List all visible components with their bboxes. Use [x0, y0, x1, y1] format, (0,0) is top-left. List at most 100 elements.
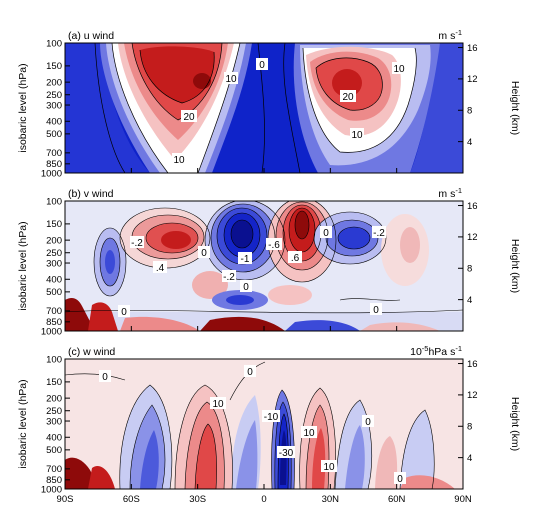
- y-axis-label-right: Height (km): [509, 239, 521, 293]
- contour-label: 0: [365, 417, 371, 428]
- y-tick-label: 850: [46, 317, 62, 328]
- contour-label: -.2: [373, 228, 385, 239]
- y-ticks-right: 16 12 8 4: [458, 359, 478, 464]
- panel-title: (a) u wind: [68, 30, 114, 42]
- contour-label: .4: [156, 263, 165, 274]
- y-axis-label: isobaric level (hPa): [17, 379, 29, 468]
- contour-label: -.6: [268, 240, 280, 251]
- y-tick-label: 700: [46, 148, 62, 159]
- panel-v-wind: -.2 .4 0 -1 -.6 .6 0 -.2 -.2 0 0 0 (b) v…: [17, 186, 521, 337]
- y-tick-label: 400: [46, 275, 62, 286]
- y-right-tick-label: 4: [467, 295, 472, 306]
- contour-label: 10: [212, 399, 224, 410]
- panel-title: (b) v wind: [68, 188, 114, 200]
- contour-label: -1: [241, 254, 250, 265]
- y-axis-label: isobaric level (hPa): [17, 221, 29, 310]
- y-right-tick-label: 16: [467, 359, 478, 370]
- contour-label: 10: [323, 462, 335, 473]
- panel-w-wind: 0 0 10 -10 -30 10 10 0 0 (c) w wind 10-5…: [17, 168, 521, 505]
- contour-label: 20: [183, 112, 195, 123]
- y-tick-label: 300: [46, 258, 62, 269]
- y-tick-label: 300: [46, 416, 62, 427]
- contour-label: 0: [243, 282, 249, 293]
- w-wind-contour-labels: 0 0 10 -10 -30 10 10 0 0: [99, 365, 406, 485]
- v-wind-field: [65, 201, 463, 331]
- panel-units: m s-1: [438, 186, 462, 200]
- x-ticks: 90S 60S 30S 0 30N 60N 90N: [57, 168, 472, 505]
- u-wind-contour-labels: 0 10 20 20 10 10 10: [172, 58, 406, 166]
- x-tick-label: 60N: [388, 494, 406, 505]
- y-tick-label: 200: [46, 77, 62, 88]
- y-tick-label: 200: [46, 235, 62, 246]
- y-tick-label: 500: [46, 129, 62, 140]
- y-tick-label: 200: [46, 393, 62, 404]
- y-tick-label: 250: [46, 90, 62, 101]
- contour-label: -.2: [131, 238, 143, 249]
- contour-label: 0: [201, 248, 207, 259]
- y-right-tick-label: 8: [467, 264, 472, 275]
- x-tick-label: 30S: [189, 494, 206, 505]
- contour-label: 10: [303, 428, 315, 439]
- contour-label: -30: [279, 448, 294, 459]
- y-tick-label: 1000: [41, 326, 62, 337]
- y-right-tick-label: 12: [467, 390, 478, 401]
- w-wind-field: [65, 359, 463, 489]
- y-tick-label: 500: [46, 287, 62, 298]
- contour-label: -10: [264, 412, 279, 423]
- x-tick-label: 60S: [123, 494, 140, 505]
- u-wind-field: [65, 43, 463, 173]
- y-right-tick-label: 12: [467, 74, 478, 85]
- y-tick-label: 100: [46, 38, 62, 49]
- y-right-tick-label: 12: [467, 232, 478, 243]
- y-right-tick-label: 16: [467, 201, 478, 212]
- contour-label: 10: [351, 130, 363, 141]
- contour-label: 10: [173, 155, 185, 166]
- y-tick-label: 850: [46, 159, 62, 170]
- contour-label: 10: [225, 74, 237, 85]
- y-right-tick-label: 8: [467, 106, 472, 117]
- y-tick-label: 150: [46, 377, 62, 388]
- y-tick-label: 250: [46, 248, 62, 259]
- contour-label: 0: [373, 305, 379, 316]
- x-tick-label: 0: [261, 494, 266, 505]
- y-tick-label: 100: [46, 196, 62, 207]
- y-right-tick-label: 4: [467, 137, 472, 148]
- y-tick-label: 700: [46, 306, 62, 317]
- y-tick-label: 1000: [41, 168, 62, 179]
- y-axis-label-right: Height (km): [509, 397, 521, 451]
- contour-label: 0: [259, 60, 265, 71]
- y-right-tick-label: 8: [467, 422, 472, 433]
- y-tick-label: 250: [46, 406, 62, 417]
- y-right-tick-label: 4: [467, 453, 472, 464]
- contour-label: -.2: [223, 272, 235, 283]
- y-ticks-right: 16 12 8 4: [458, 43, 478, 148]
- x-tick-label: 90S: [57, 494, 74, 505]
- y-axis-label-right: Height (km): [509, 81, 521, 135]
- contour-label: 0: [323, 228, 329, 239]
- y-tick-label: 400: [46, 433, 62, 444]
- y-tick-label: 850: [46, 475, 62, 486]
- panel-units: m s-1: [438, 28, 462, 42]
- contour-label: 10: [393, 64, 405, 75]
- x-tick-label: 30N: [322, 494, 340, 505]
- y-tick-label: 500: [46, 445, 62, 456]
- contour-label: 0: [397, 474, 403, 485]
- x-tick-label: 90N: [454, 494, 472, 505]
- y-axis-label: isobaric level (hPa): [17, 63, 29, 152]
- y-tick-label: 400: [46, 117, 62, 128]
- y-tick-label: 150: [46, 61, 62, 72]
- y-tick-label: 1000: [41, 484, 62, 495]
- y-tick-label: 100: [46, 354, 62, 365]
- y-tick-label: 700: [46, 464, 62, 475]
- y-right-tick-label: 16: [467, 43, 478, 54]
- contour-label: 0: [247, 367, 253, 378]
- panel-units: 10-5hPa s-1: [410, 344, 462, 358]
- contour-label: 0: [121, 307, 127, 318]
- contour-label: 0: [102, 372, 108, 383]
- contour-label: .6: [291, 253, 300, 264]
- contour-label: 20: [342, 92, 354, 103]
